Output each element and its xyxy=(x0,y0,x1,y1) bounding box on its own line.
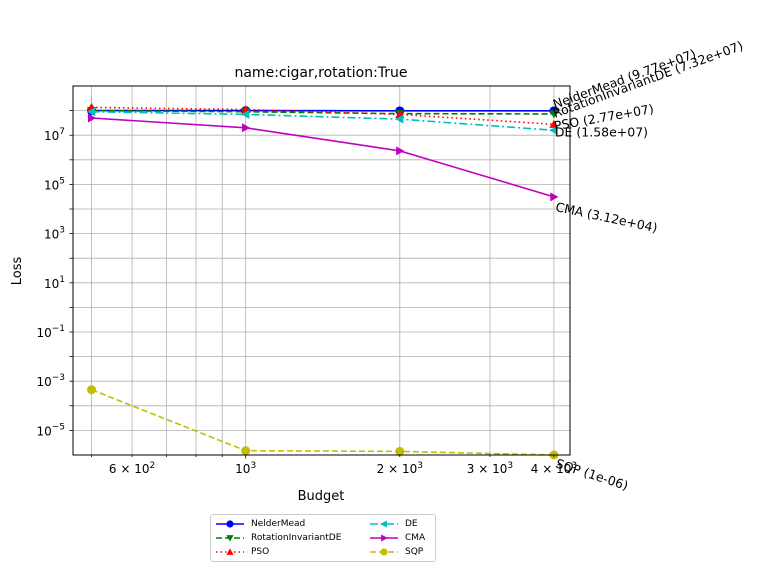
data-point-marker xyxy=(226,535,234,542)
y-tick-exponent: 7 xyxy=(59,127,65,137)
plot-frame xyxy=(72,85,571,456)
legend-swatch xyxy=(370,534,398,542)
series-line xyxy=(91,110,554,132)
y-tick-exponent: −1 xyxy=(52,324,65,334)
data-point-marker xyxy=(87,107,96,117)
data-point-marker xyxy=(380,548,388,556)
data-point-marker xyxy=(396,146,405,156)
y-tick-label: 103 xyxy=(44,226,65,242)
y-tick-exponent: 1 xyxy=(59,275,65,285)
data-point-marker xyxy=(241,109,250,119)
legend-item-PSO: PSO xyxy=(215,545,269,559)
y-tick-label: 10−1 xyxy=(36,324,65,340)
x-tick-base: 2 × 10 xyxy=(377,462,418,476)
legend-label: PSO xyxy=(251,547,270,557)
legend-swatch xyxy=(370,548,398,556)
y-tick-exponent: −3 xyxy=(52,373,65,383)
legend-item-CMA: CMA xyxy=(369,531,425,545)
data-point-marker xyxy=(395,114,404,124)
y-tick-label: 107 xyxy=(44,127,65,143)
series-line xyxy=(91,109,554,115)
y-tick-exponent: −5 xyxy=(52,422,65,432)
y-tick-base: 10 xyxy=(44,129,59,143)
data-point-marker xyxy=(549,110,559,119)
y-tick-base: 10 xyxy=(36,326,51,340)
series-line xyxy=(91,106,554,126)
x-tick-exponent: 3 xyxy=(571,461,577,471)
y-tick-base: 10 xyxy=(44,228,59,242)
series-PSO xyxy=(87,102,559,128)
series-end-label: DE (1.58e+07) xyxy=(555,124,648,139)
y-tick-label: 10−3 xyxy=(36,373,65,389)
plot-area-border xyxy=(72,85,571,456)
series-end-labels: NelderMead (9.77e+07)RotationInvariantDE… xyxy=(551,38,745,493)
data-point-marker xyxy=(549,119,559,128)
grid-lines xyxy=(73,86,570,455)
data-point-marker xyxy=(241,446,251,456)
x-tick-label: 2 × 103 xyxy=(377,461,423,476)
y-tick-base: 10 xyxy=(44,277,59,291)
legend-swatch xyxy=(216,548,244,555)
x-tick-base: 3 × 10 xyxy=(467,462,508,476)
legend-swatch xyxy=(216,520,244,528)
y-tick-exponent: 5 xyxy=(59,176,65,186)
x-tick-base: 10 xyxy=(235,462,250,476)
data-point-marker xyxy=(242,123,251,133)
x-tick-base: 4 × 10 xyxy=(531,462,572,476)
y-tick-base: 10 xyxy=(44,178,59,192)
axis-ticks: 6 × 102 103 2 × 103 3 × 103 4 × 10310−510−31… xyxy=(36,110,577,476)
y-tick-base: 10 xyxy=(36,375,51,389)
legend-item-NelderMead: NelderMead xyxy=(215,517,305,531)
data-point-marker xyxy=(395,446,405,456)
x-axis-label: Budget xyxy=(298,489,345,504)
legend-label: CMA xyxy=(405,533,426,543)
data-point-marker xyxy=(380,520,387,528)
legend-label: DE xyxy=(405,519,418,529)
x-tick-label: 4 × 103 xyxy=(531,461,577,476)
x-tick-label: 103 xyxy=(235,461,256,476)
x-tick-label: 6 × 102 xyxy=(109,461,155,476)
data-point-marker xyxy=(381,534,388,542)
x-tick-label: 3 × 103 xyxy=(467,461,513,476)
chart-title: name:cigar,rotation:True xyxy=(234,65,407,81)
legend-label: NelderMead xyxy=(251,519,306,529)
legend-item-RotationInvariantDE: RotationInvariantDE xyxy=(215,531,341,545)
x-tick-exponent: 3 xyxy=(417,461,423,471)
series-DE xyxy=(87,107,558,135)
x-tick-exponent: 3 xyxy=(507,461,513,471)
y-tick-label: 105 xyxy=(44,176,65,192)
data-point-marker xyxy=(549,125,558,135)
legend-swatch xyxy=(370,520,398,528)
legend-item-SQP: SQP xyxy=(369,545,423,559)
y-tick-base: 10 xyxy=(36,424,51,438)
y-axis-label: Loss xyxy=(10,257,25,286)
x-tick-exponent: 2 xyxy=(150,461,156,471)
legend-swatch xyxy=(216,535,244,542)
legend: NelderMead RotationInvariantDE PSO DE CMA SQP xyxy=(210,514,436,562)
data-point-marker xyxy=(226,548,234,555)
series-lines xyxy=(87,102,559,460)
x-tick-base: 6 × 10 xyxy=(109,462,150,476)
y-tick-label: 10−5 xyxy=(36,422,65,438)
y-tick-exponent: 3 xyxy=(59,226,65,236)
data-point-marker xyxy=(87,113,97,123)
series-SQP xyxy=(87,385,559,460)
data-point-marker xyxy=(87,385,97,395)
series-line xyxy=(91,388,554,456)
y-tick-label: 101 xyxy=(44,275,65,291)
data-point-marker xyxy=(226,520,234,528)
series-line xyxy=(91,117,555,198)
series-CMA xyxy=(87,113,559,202)
legend-label: RotationInvariantDE xyxy=(251,533,342,543)
legend-label: SQP xyxy=(405,547,424,557)
x-tick-exponent: 3 xyxy=(250,461,256,471)
legend-item-DE: DE xyxy=(369,517,418,531)
data-point-marker xyxy=(550,192,559,202)
